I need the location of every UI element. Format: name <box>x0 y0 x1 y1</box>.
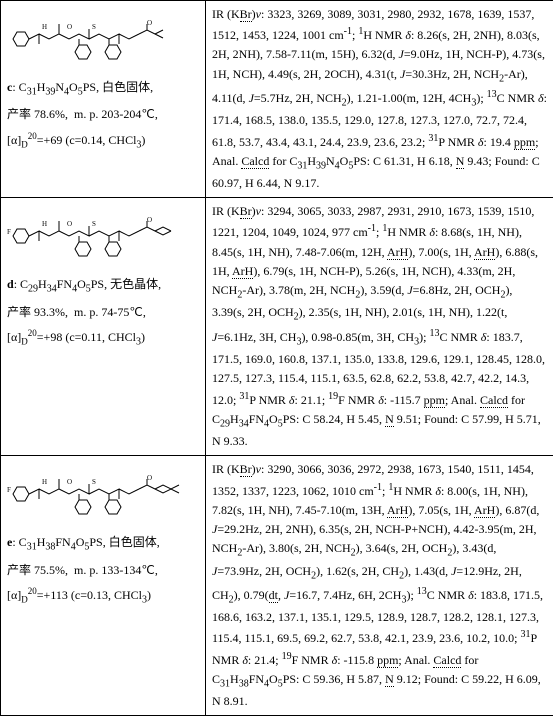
table-row: F O H O S e: C31H38FN4O5PS, 白色固体, 产率 75.… <box>1 456 553 716</box>
svg-text:S: S <box>92 478 96 486</box>
characterization-e: IR (KBr)v: 3290, 3066, 3036, 2972, 2938,… <box>206 456 553 716</box>
yield-line-d: 产率 93.3%, m. p. 74-75℃, <box>7 302 199 322</box>
compound-label: c <box>7 80 12 94</box>
compound-left-e: F O H O S e: C31H38FN4O5PS, 白色固体, 产率 75.… <box>1 456 206 716</box>
alpha-rhs: =+113 (c=0.13, CHCl3) <box>37 588 151 602</box>
structure-c: O H O S <box>7 9 199 69</box>
characterization-d: IR (KBr)v: 3294, 3065, 3033, 2987, 2931,… <box>206 198 553 456</box>
svg-text:F: F <box>7 228 11 236</box>
formula-line-d: d: C29H34FN4O5PS, 无色晶体, <box>7 274 199 297</box>
alpha-line-d: [α]D20=+98 (c=0.11, CHCl3) <box>7 326 199 350</box>
svg-text:O: O <box>147 216 152 224</box>
yield-label: 产率 <box>7 305 31 319</box>
table-row: F O H O S d: C29H34FN4O5PS, 无色晶体, 产率 93.… <box>1 198 553 456</box>
alpha-lhs: [α]D20 <box>7 133 37 147</box>
compound-left-c: O H O S c: C31H39N4O5PS, 白色固体, 产率 78.6%,… <box>1 1 206 198</box>
yield-value: 75.5% <box>34 563 65 577</box>
appearance: 无色晶体 <box>110 277 158 291</box>
table-row: O H O S c: C31H39N4O5PS, 白色固体, 产率 78.6%,… <box>1 1 553 198</box>
svg-text:O: O <box>67 23 72 31</box>
formula-line-e: e: C31H38FN4O5PS, 白色固体, <box>7 532 199 555</box>
alpha-rhs: =+98 (c=0.11, CHCl3) <box>37 330 145 344</box>
appearance: 白色固体 <box>102 80 150 94</box>
yield-label: 产率 <box>7 563 31 577</box>
svg-text:F: F <box>7 486 11 494</box>
compound-table-container: O H O S c: C31H39N4O5PS, 白色固体, 产率 78.6%,… <box>0 0 553 716</box>
yield-value: 93.3% <box>34 305 65 319</box>
mp: m. p. 133-134℃ <box>74 563 155 577</box>
alpha-rhs: =+69 (c=0.14, CHCl3) <box>37 133 146 147</box>
svg-text:O: O <box>67 478 72 486</box>
svg-text:H: H <box>42 220 47 228</box>
structure-e: F O H O S <box>7 464 199 524</box>
appearance: 白色固体 <box>109 535 157 549</box>
yield-line-c: 产率 78.6%, m. p. 203-204℃, <box>7 104 199 124</box>
molecular-formula: C29H34FN4O5PS <box>20 277 104 291</box>
characterization-c: IR (KBr)v: 3323, 3269, 3089, 3031, 2980,… <box>206 1 553 198</box>
yield-value: 78.6% <box>34 107 65 121</box>
svg-text:S: S <box>92 220 96 228</box>
alpha-lhs: [α]D20 <box>7 588 37 602</box>
alpha-lhs: [α]D20 <box>7 330 37 344</box>
yield-label: 产率 <box>7 107 31 121</box>
compound-left-d: F O H O S d: C29H34FN4O5PS, 无色晶体, 产率 93.… <box>1 198 206 456</box>
yield-line-e: 产率 75.5%, m. p. 133-134℃, <box>7 560 199 580</box>
svg-text:O: O <box>67 220 72 228</box>
compound-table: O H O S c: C31H39N4O5PS, 白色固体, 产率 78.6%,… <box>0 0 553 716</box>
formula-line-c: c: C31H39N4O5PS, 白色固体, <box>7 77 199 100</box>
molecular-formula: C31H39N4O5PS <box>19 80 96 94</box>
svg-text:H: H <box>42 478 47 486</box>
svg-text:H: H <box>42 23 47 31</box>
svg-text:O: O <box>147 474 152 482</box>
alpha-line-c: [α]D20=+69 (c=0.14, CHCl3) <box>7 129 199 153</box>
compound-label: e <box>7 535 12 549</box>
mp: m. p. 203-204℃ <box>74 107 155 121</box>
alpha-line-e: [α]D20=+113 (c=0.13, CHCl3) <box>7 584 199 608</box>
mp: m. p. 74-75℃ <box>74 305 143 319</box>
svg-text:S: S <box>92 23 96 31</box>
molecular-formula: C31H38FN4O5PS <box>19 535 103 549</box>
compound-label: d <box>7 277 14 291</box>
structure-d: F O H O S <box>7 206 199 266</box>
svg-text:O: O <box>147 19 152 27</box>
